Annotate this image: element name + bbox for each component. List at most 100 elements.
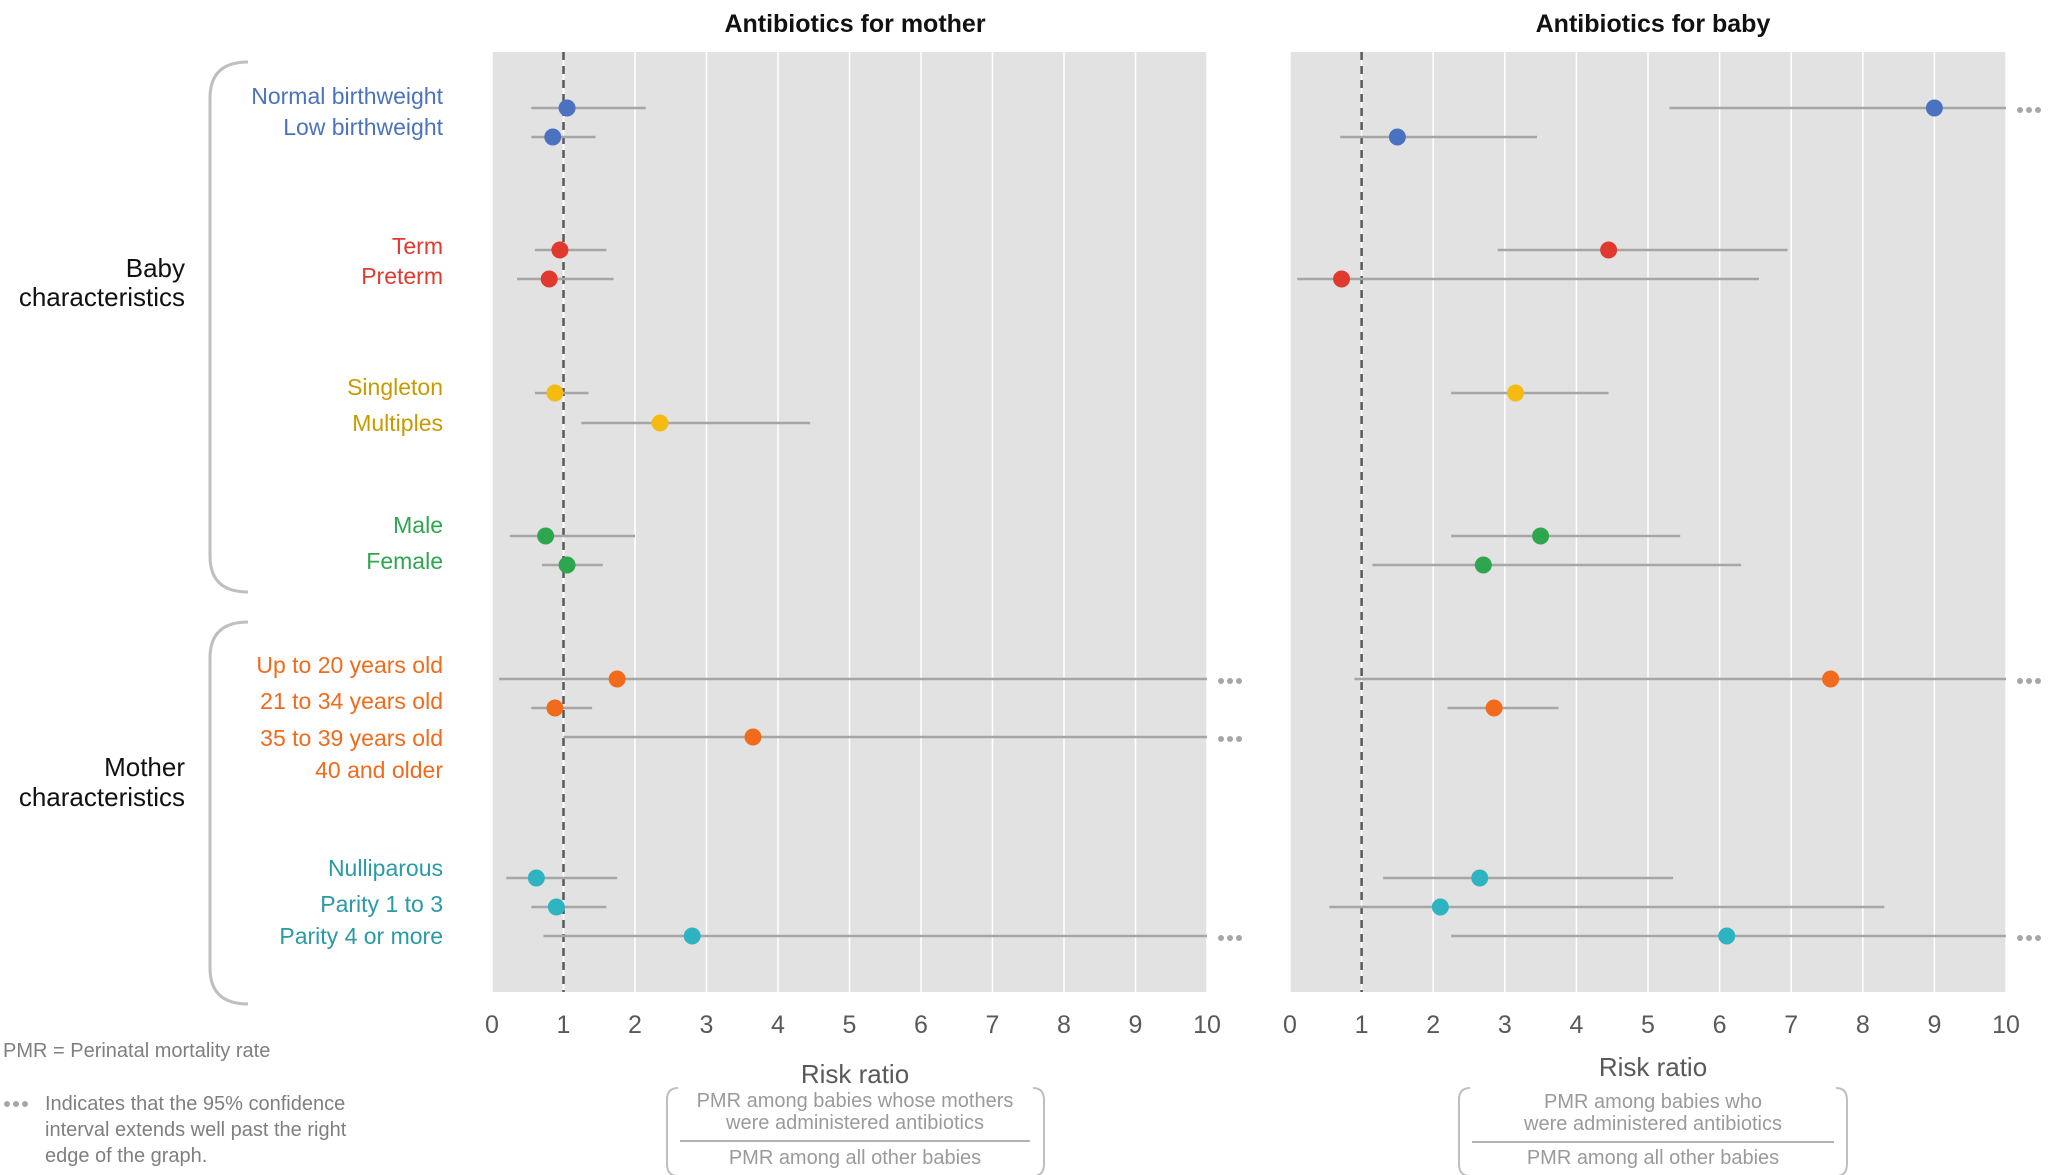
x-tick-label: 7: [986, 1011, 1000, 1039]
x-tick-label: 8: [1856, 1011, 1870, 1039]
panel-baby-title: Antibiotics for baby: [1536, 10, 1771, 38]
ci-extends-dot: [2035, 678, 2041, 684]
baby-group-label-line1: Baby: [126, 253, 185, 283]
fraction-bracket-left: [1458, 1087, 1471, 1175]
x-tick-label: 0: [485, 1011, 499, 1039]
panel-baby: 0 1 2 3 4 5 6 7 8 9 10 Antibiotics for baby Risk r…: [1283, 10, 2041, 1175]
ci-extends-dot: [2017, 107, 2023, 113]
x-tick-label: 6: [1713, 1011, 1727, 1039]
row-label: Female: [366, 548, 443, 574]
data-point: [558, 99, 576, 117]
x-tick-label: 6: [914, 1011, 928, 1039]
x-tick-label: 5: [843, 1011, 857, 1039]
row-label: Low birthweight: [283, 114, 443, 140]
data-point: [547, 898, 565, 916]
ellipsis-footnote-line2: interval extends well past the right: [45, 1119, 347, 1141]
x-tick-label: 9: [1927, 1011, 1941, 1039]
panel-mother-title: Antibiotics for mother: [724, 10, 985, 38]
fraction-bracket-right: [1835, 1087, 1848, 1175]
row-label: Nulliparous: [328, 855, 443, 881]
data-point: [546, 699, 564, 717]
ellipsis-footnote-line1: Indicates that the 95% confidence: [45, 1093, 345, 1115]
data-point: [744, 728, 762, 746]
data-point: [1388, 128, 1406, 146]
mother-group-label-line2: characteristics: [19, 782, 185, 812]
x-tick-label: 4: [1569, 1011, 1583, 1039]
panel-mother-tick-labels: 0 1 2 3 4 5 6 7 8 9 10: [485, 1011, 1221, 1039]
data-point: [1600, 241, 1618, 259]
data-point: [558, 556, 576, 574]
row-label: 21 to 34 years old: [260, 688, 443, 714]
fraction-numerator-line2: were administered antibiotics: [1523, 1113, 1782, 1135]
ellipsis-footnote-line3: edge of the graph.: [45, 1145, 207, 1167]
fraction-bracket-left: [666, 1087, 679, 1175]
row-label: Parity 4 or more: [279, 923, 443, 949]
data-point: [537, 527, 555, 545]
x-tick-label: 3: [700, 1011, 714, 1039]
row-label: Parity 1 to 3: [320, 891, 443, 917]
baby-characteristics-brace: [208, 60, 249, 594]
row-label: Male: [393, 512, 443, 538]
panel-baby-tick-labels: 0 1 2 3 4 5 6 7 8 9 10: [1283, 1011, 2020, 1039]
panel-baby-marks: [1297, 99, 2041, 945]
baby-group-label-line2: characteristics: [19, 282, 185, 312]
panel-baby-fraction: PMR among babies who were administered a…: [1458, 1087, 1848, 1175]
panel-mother-x-axis-label: Risk ratio: [801, 1059, 909, 1089]
ci-extends-dot: [1218, 935, 1224, 941]
x-tick-label: 10: [1992, 1011, 2020, 1039]
data-point: [540, 270, 558, 288]
row-label: 40 and older: [315, 757, 443, 783]
ci-extends-dot: [1218, 736, 1224, 742]
row-label: 35 to 39 years old: [260, 725, 443, 751]
row-label: Normal birthweight: [251, 83, 443, 109]
ellipsis-dot: [4, 1101, 10, 1107]
panel-mother-fraction: PMR among babies whose mothers were admi…: [666, 1087, 1045, 1175]
ci-extends-dot: [1227, 935, 1233, 941]
x-tick-label: 5: [1641, 1011, 1655, 1039]
ellipsis-legend-icon: [4, 1101, 28, 1107]
ellipsis-dot: [22, 1101, 28, 1107]
row-label: Singleton: [347, 374, 443, 400]
fraction-numerator-line2: were administered antibiotics: [725, 1112, 984, 1134]
data-point: [1471, 869, 1489, 887]
group-labels: Baby characteristics Mother characterist…: [19, 253, 185, 812]
footnotes: PMR = Perinatal mortality rate Indicates…: [3, 1040, 347, 1167]
ci-extends-dot: [2035, 107, 2041, 113]
ci-extends-dot: [2035, 935, 2041, 941]
fraction-numerator-line1: PMR among babies whose mothers: [697, 1090, 1014, 1112]
ci-extends-dot: [1236, 935, 1242, 941]
panel-mother-marks: [499, 99, 1242, 945]
group-braces: [208, 60, 249, 1006]
x-tick-label: 2: [628, 1011, 642, 1039]
ci-extends-dot: [1227, 678, 1233, 684]
x-tick-label: 9: [1129, 1011, 1143, 1039]
data-point: [1507, 384, 1525, 402]
x-tick-label: 3: [1498, 1011, 1512, 1039]
ci-extends-dot: [2026, 678, 2032, 684]
pmr-footnote: PMR = Perinatal mortality rate: [3, 1040, 270, 1062]
data-point: [1925, 99, 1943, 117]
data-point: [1431, 898, 1449, 916]
ellipsis-dot: [13, 1101, 19, 1107]
fraction-denominator: PMR among all other babies: [1527, 1147, 1779, 1169]
panel-mother: 0 1 2 3 4 5 6 7 8 9 10 Antibiotics for mother Risk…: [485, 10, 1242, 1175]
ci-extends-dot: [1236, 678, 1242, 684]
data-point: [527, 869, 545, 887]
x-tick-label: 0: [1283, 1011, 1297, 1039]
x-tick-label: 10: [1193, 1011, 1221, 1039]
data-point: [1718, 927, 1736, 945]
fraction-denominator: PMR among all other babies: [729, 1147, 981, 1169]
data-point: [546, 384, 564, 402]
mother-characteristics-brace: [208, 620, 249, 1006]
ci-extends-dot: [1227, 736, 1233, 742]
data-point: [1485, 699, 1503, 717]
ci-extends-dot: [2026, 107, 2032, 113]
data-point: [551, 241, 569, 259]
x-tick-label: 1: [557, 1011, 571, 1039]
data-point: [1474, 556, 1492, 574]
x-tick-label: 8: [1057, 1011, 1071, 1039]
ci-extends-dot: [1218, 678, 1224, 684]
data-point: [1532, 527, 1550, 545]
ci-extends-dot: [2017, 935, 2023, 941]
